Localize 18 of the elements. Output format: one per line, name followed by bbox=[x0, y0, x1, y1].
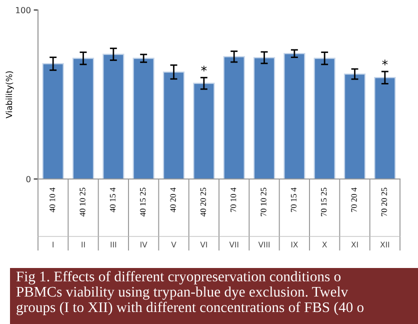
bar bbox=[223, 56, 245, 179]
y-tick-label: 0 bbox=[26, 176, 30, 182]
annotation: * bbox=[382, 60, 388, 66]
bar bbox=[284, 53, 306, 179]
y-axis-title: Viability(%) bbox=[6, 71, 14, 118]
annotation: * bbox=[201, 66, 207, 72]
bar bbox=[374, 77, 396, 179]
bar bbox=[253, 57, 276, 179]
bar bbox=[162, 71, 185, 179]
bar bbox=[42, 63, 64, 179]
bar bbox=[314, 58, 336, 179]
bar bbox=[193, 82, 215, 179]
bar bbox=[102, 54, 124, 179]
bar bbox=[132, 58, 154, 179]
caption: Fig 1. Effects of different cryopreservation conditions o PBMCs viability using trypan-blue dye exclusion. Twelv groups (I to XII) with different concentrations of FBS (40 o bbox=[16, 271, 364, 316]
bar bbox=[72, 58, 94, 179]
y-tick-label: 100 bbox=[16, 6, 30, 14]
bar bbox=[344, 73, 366, 179]
